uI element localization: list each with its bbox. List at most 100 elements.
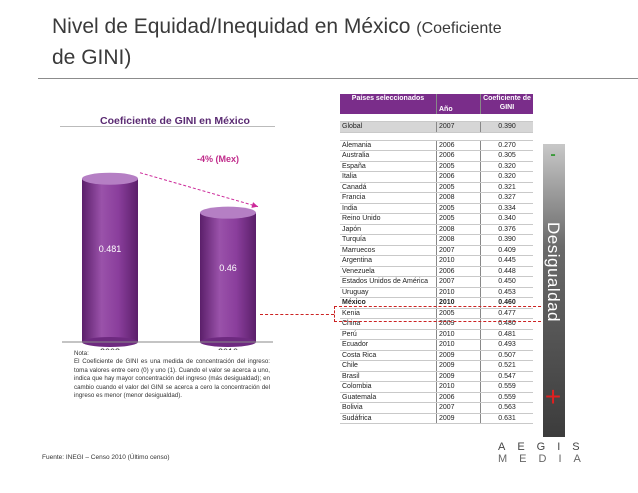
cell-gini: 0.409 — [480, 245, 533, 256]
table-row: Kenia 2005 0.477 — [340, 308, 533, 319]
cell-pais: Uruguay — [340, 287, 437, 298]
cell-gini: 0.493 — [480, 339, 533, 351]
table-body: Países seleccionados Año Coeficiente de … — [340, 94, 533, 424]
bar-top-2010 — [200, 206, 256, 219]
chart-title-rule — [60, 126, 275, 127]
table-row: Canadá 2005 0.321 — [340, 182, 533, 193]
table-row: Venezuela 2006 0.448 — [340, 266, 533, 277]
chart-title: Coeficiente de GINI en México — [100, 115, 250, 127]
title-main: Nivel de Equidad/Inequidad en México — [52, 15, 417, 38]
header-anio: Año — [436, 94, 481, 114]
cell-anio: 2006 — [436, 266, 481, 277]
cell-gini: 0.477 — [480, 308, 533, 319]
table-row: Uruguay 2010 0.453 — [340, 287, 533, 298]
cell-pais: Argentina — [340, 255, 437, 267]
cell-anio: 2006 — [436, 171, 481, 183]
cell-gini: 0.334 — [480, 203, 533, 214]
cell-anio: 2007 — [436, 245, 481, 256]
table-row: Ecuador 2010 0.493 — [340, 339, 533, 351]
table-row: Estados Unidos de América 2007 0.450 — [340, 276, 533, 288]
title-rule — [38, 78, 638, 79]
category-labels-group: 2008 2010 — [100, 347, 238, 350]
title-line2: de GINI) — [52, 46, 132, 69]
title-sub: (Coeficiente — [416, 20, 502, 37]
cell-anio: 2005 — [436, 213, 481, 225]
cell-pais: Global — [340, 121, 437, 133]
cell-anio: 2007 — [436, 402, 481, 414]
chart-note: Nota: El Coeficiente de GINI es una medi… — [74, 350, 270, 400]
cell-anio: 2008 — [436, 224, 481, 235]
table-row: Marruecos 2007 0.409 — [340, 245, 533, 256]
cell-gini: 0.321 — [480, 182, 533, 193]
table-row: Francia 2008 0.327 — [340, 192, 533, 204]
cell-gini: 0.320 — [480, 171, 533, 183]
cell-anio: 2010 — [436, 297, 481, 309]
table-row: China 2009 0.480 — [340, 318, 533, 330]
cell-gini: 0.631 — [480, 413, 533, 424]
table-row: Colombia 2010 0.559 — [340, 381, 533, 393]
cell-gini: 0.460 — [480, 297, 533, 309]
cell-pais: España — [340, 161, 437, 172]
plus-icon: + — [544, 381, 562, 412]
cell-gini: 0.340 — [480, 213, 533, 225]
cell-gini: 0.390 — [480, 121, 533, 133]
cell-gini: 0.507 — [480, 350, 533, 361]
inequality-scale-label: Desigualdad — [544, 222, 563, 323]
cell-anio: 2010 — [436, 381, 481, 393]
cell-anio: 2007 — [436, 121, 481, 133]
cell-gini: 0.270 — [480, 140, 533, 151]
mexico-connector-line — [260, 314, 334, 315]
cell-pais: Japón — [340, 224, 437, 235]
chart-annotation: -4% (Mex) — [197, 154, 239, 164]
cell-pais: Estados Unidos de América — [340, 276, 437, 288]
cell-anio: 2006 — [436, 392, 481, 403]
cell-pais: Francia — [340, 192, 437, 204]
table-row-global: Global 2007 0.390 — [340, 121, 533, 133]
cell-pais: Colombia — [340, 381, 437, 393]
bar-2010 — [200, 212, 256, 342]
cell-gini: 0.445 — [480, 255, 533, 267]
cell-gini: 0.563 — [480, 402, 533, 414]
cell-pais: Australia — [340, 150, 437, 162]
cell-gini: 0.327 — [480, 192, 533, 204]
minus-icon: - — [550, 146, 556, 163]
mexico-highlight-box — [334, 306, 546, 322]
table-row: Reino Unido 2005 0.340 — [340, 213, 533, 225]
cell-gini: 0.559 — [480, 392, 533, 403]
cell-pais: Reino Unido — [340, 213, 437, 225]
table-row: Brasil 2009 0.547 — [340, 371, 533, 382]
cell-pais: Canadá — [340, 182, 437, 193]
cell-anio: 2009 — [436, 350, 481, 361]
cell-anio: 2005 — [436, 308, 481, 319]
cell-anio: 2008 — [436, 192, 481, 204]
cell-gini: 0.450 — [480, 276, 533, 288]
cell-pais: Turquía — [340, 234, 437, 246]
cell-pais: Alemania — [340, 140, 437, 151]
cell-gini: 0.453 — [480, 287, 533, 298]
table-row: Costa Rica 2009 0.507 — [340, 350, 533, 361]
table-row: Sudáfrica 2009 0.631 — [340, 413, 533, 424]
cell-pais: México — [340, 297, 437, 309]
cell-anio: 2009 — [436, 371, 481, 382]
cell-pais: Sudáfrica — [340, 413, 437, 424]
cell-gini: 0.480 — [480, 318, 533, 330]
table-row: España 2005 0.320 — [340, 161, 533, 172]
category-label: 2008 — [100, 347, 120, 350]
gini-bar-chart: 0.481 0.46 2008 2010 -4% (Mex) — [62, 154, 273, 350]
table-row: Turquía 2008 0.390 — [340, 234, 533, 246]
bar-value-label: 0.46 — [219, 263, 237, 273]
cell-pais: India — [340, 203, 437, 214]
cell-gini: 0.448 — [480, 266, 533, 277]
cell-pais: Italia — [340, 171, 437, 183]
cell-gini: 0.481 — [480, 329, 533, 340]
cell-pais: Bolivia — [340, 402, 437, 414]
inequality-scale-bar — [543, 144, 565, 437]
cell-pais: Kenia — [340, 308, 437, 319]
header-paises: Países seleccionados — [340, 94, 437, 114]
cell-gini: 0.521 — [480, 360, 533, 372]
cell-anio: 2006 — [436, 140, 481, 151]
cell-gini: 0.305 — [480, 150, 533, 162]
cell-pais: Costa Rica — [340, 350, 437, 361]
cell-anio: 2005 — [436, 203, 481, 214]
cell-gini: 0.390 — [480, 234, 533, 246]
